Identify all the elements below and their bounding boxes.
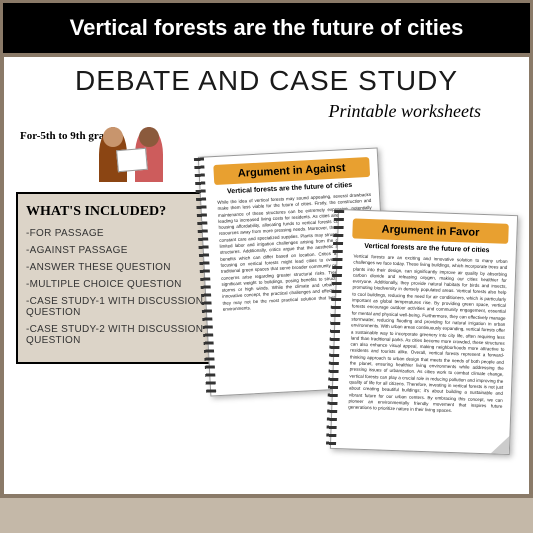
worksheet-header: Argument in Favor (352, 218, 509, 243)
printable-subtitle: Printable worksheets (12, 101, 521, 122)
page-fold (491, 435, 510, 454)
worksheet-header: Argument in Against (213, 157, 370, 185)
children-illustration (99, 127, 174, 197)
main-content: DEBATE AND CASE STUDY Printable workshee… (0, 53, 533, 498)
included-item: -CASE STUDY-2 WITH DISCUSSION QUESTION (26, 324, 231, 346)
worksheet-favor: Argument in Favor Vertical forests are t… (330, 209, 518, 455)
grade-level: For-5th to 9th grade (20, 130, 521, 142)
page-title: Vertical forests are the future of citie… (70, 15, 464, 40)
page-title-banner: Vertical forests are the future of citie… (0, 0, 533, 53)
worksheet-body: Vertical forests are an exciting and inn… (332, 253, 515, 417)
debate-heading: DEBATE AND CASE STUDY (12, 65, 521, 97)
included-item: -CASE STUDY-1 WITH DISCUSSION QUESTION (26, 296, 231, 318)
